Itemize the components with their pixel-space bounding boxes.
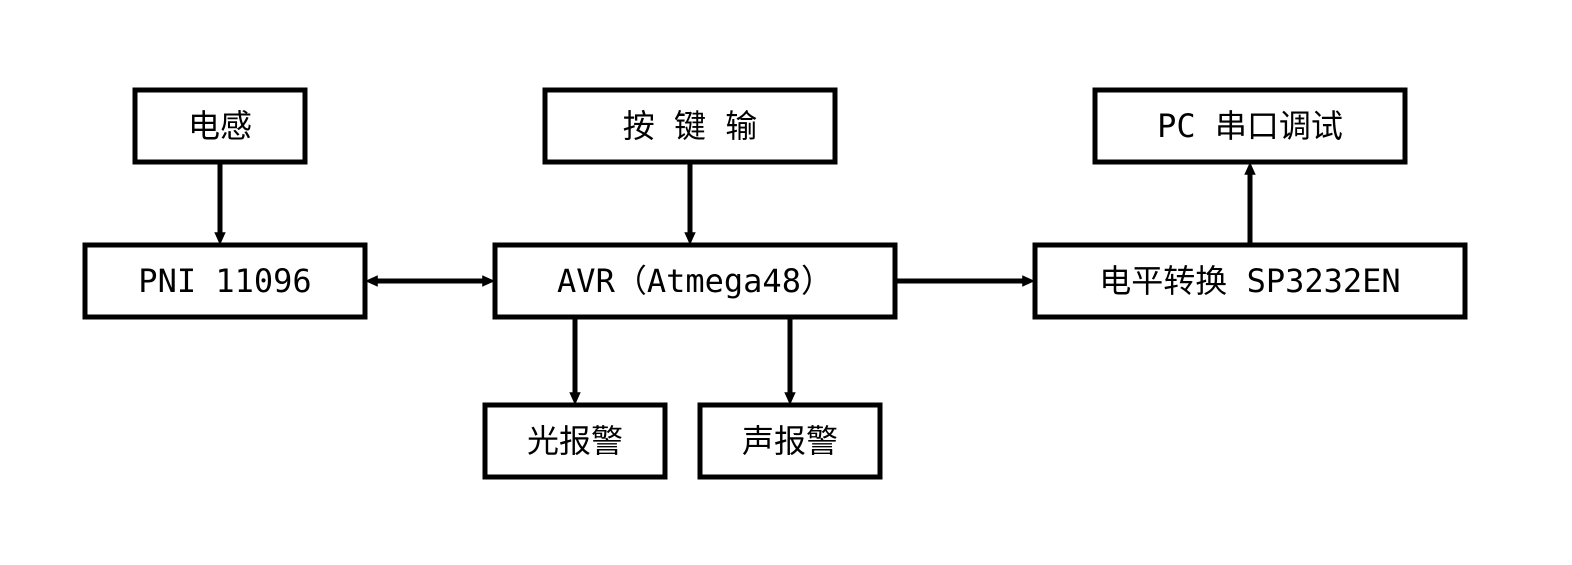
block-diagram: 电感 PNI 11096 按 键 输 AVR（Atmega48） 光报警 声报警 电平转换 … <box>0 0 1572 565</box>
node-label-levelconv: 电平转换 SP3232EN <box>1099 262 1400 300</box>
node-label-pni: PNI 11096 <box>138 262 311 300</box>
node-label-soundalarm: 声报警 <box>742 422 838 460</box>
node-label-lightalarm: 光报警 <box>527 422 623 460</box>
node-label-pcserial: PC 串口调试 <box>1157 107 1343 145</box>
node-label-avr: AVR（Atmega48） <box>557 262 833 300</box>
node-label-inductor: 电感 <box>188 107 252 145</box>
node-label-keyinput: 按 键 输 <box>623 107 758 145</box>
